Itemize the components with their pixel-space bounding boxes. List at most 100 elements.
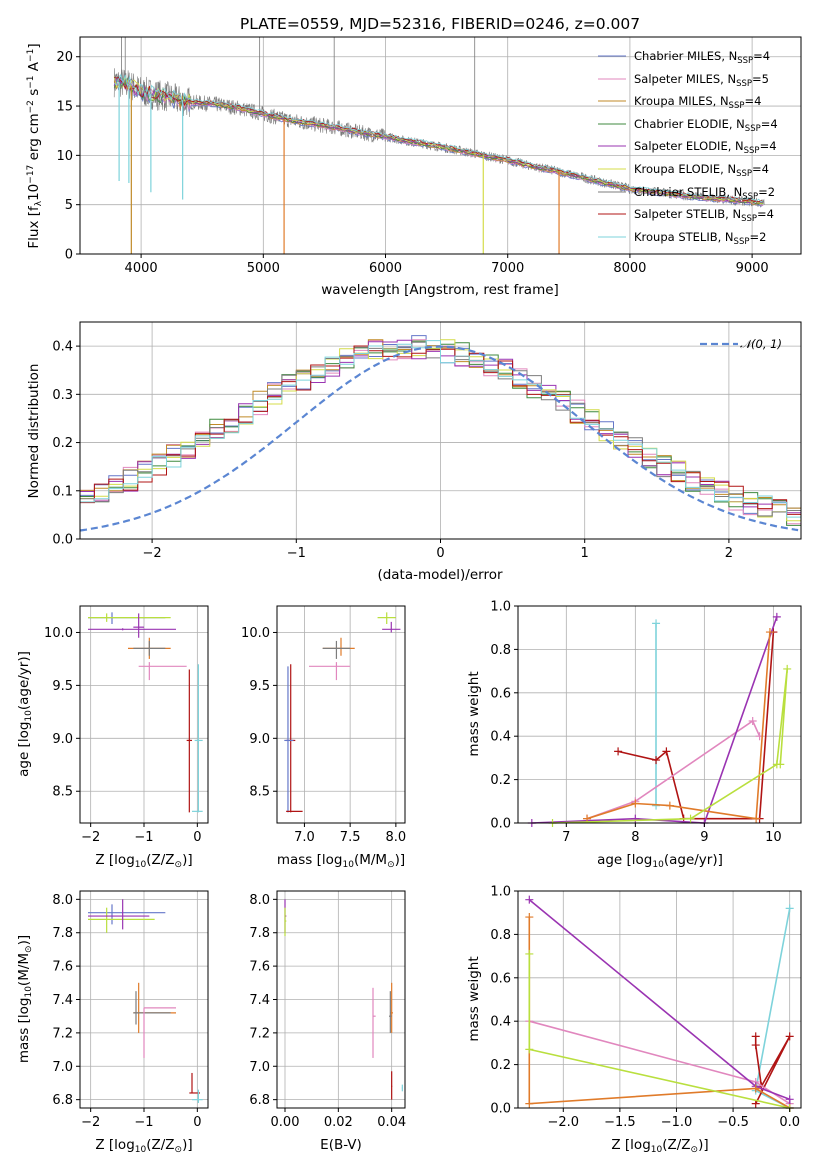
weight-metallicity-panel: −2.0 −1.5 −1.0 −0.5 0.0 0.0 0.2 0.4 0.6 0.8 1.0 Z … bbox=[466, 885, 802, 1155]
legend-entry: Chabrier ELODIE, NSSP=4 bbox=[598, 117, 778, 134]
y-tick-label: 10.0 bbox=[241, 626, 270, 641]
y-tick-label: 7.2 bbox=[249, 1026, 270, 1041]
x-tick-label: 8.0 bbox=[386, 830, 407, 845]
spectrum-x-axis-label: wavelength [Angstrom, rest frame] bbox=[321, 282, 559, 298]
residual-y-axis-label: Normed distribution bbox=[26, 364, 42, 499]
extinction-x-label: E(B-V) bbox=[320, 1137, 362, 1153]
y-tick-label: 1.0 bbox=[490, 885, 511, 900]
x-tick-label: 8 bbox=[631, 830, 639, 845]
legend-entry: Salpeter ELODIE, NSSP=4 bbox=[598, 139, 777, 156]
y-tick-label: 0.6 bbox=[490, 686, 511, 701]
y-tick-label: 0.8 bbox=[490, 643, 511, 658]
age-mass-x-label: mass [log10(M/M⊙)] bbox=[277, 852, 405, 870]
weight-marker bbox=[652, 619, 661, 628]
spectrum-plot-frame bbox=[79, 36, 802, 255]
x-tick-label: 0.00 bbox=[271, 1115, 300, 1130]
residual-panel: −2 −1 0 1 2 0.0 0.1 0.2 0.3 0.4 (data-model)/erro… bbox=[26, 321, 802, 583]
weight-marker bbox=[785, 904, 794, 913]
x-tick-label: −2 bbox=[81, 1115, 100, 1130]
legend-entry: Kroupa ELODIE, NSSP=4 bbox=[598, 162, 769, 179]
weight-marker bbox=[785, 1032, 794, 1041]
y-tick-label: 7.0 bbox=[249, 1060, 270, 1075]
x-tick-label: −2.0 bbox=[547, 1115, 579, 1130]
normal-curve bbox=[79, 345, 799, 532]
legend-entry: Salpeter MILES, NSSP=5 bbox=[598, 72, 769, 89]
x-tick-label: 1 bbox=[581, 546, 589, 561]
y-tick-label: 0.4 bbox=[490, 1015, 511, 1030]
y-tick-label: 0.2 bbox=[52, 436, 73, 451]
y-tick-label: 0.0 bbox=[52, 533, 73, 548]
y-tick-label: 0.3 bbox=[52, 388, 73, 403]
x-tick-label: 9 bbox=[700, 830, 708, 845]
y-tick-label: 8.5 bbox=[249, 785, 270, 800]
y-tick-label: 7.8 bbox=[249, 926, 270, 941]
weight-track bbox=[552, 668, 788, 824]
weight-marker bbox=[614, 747, 623, 756]
legend-entry: Kroupa MILES, NSSP=4 bbox=[598, 94, 761, 111]
weight-track bbox=[586, 631, 771, 820]
weight-marker bbox=[525, 1099, 534, 1108]
y-tick-label: 0.0 bbox=[490, 817, 511, 832]
x-tick-label: −1.0 bbox=[661, 1115, 693, 1130]
spectrum-title: PLATE=0559, MJD=52316, FIBERID=0246, z=0… bbox=[240, 15, 640, 33]
model-spectrum bbox=[114, 77, 764, 203]
weight-track bbox=[586, 719, 761, 820]
weight-marker bbox=[748, 717, 757, 726]
x-tick-label: −1 bbox=[134, 830, 153, 845]
y-tick-label: 0 bbox=[65, 248, 73, 263]
x-tick-label: 7.0 bbox=[294, 830, 315, 845]
weight-track bbox=[531, 616, 778, 824]
svg-text:Kroupa STELIB, NSSP=2: Kroupa STELIB, NSSP=2 bbox=[634, 230, 766, 247]
x-tick-label: −1 bbox=[287, 546, 306, 561]
y-tick-label: 0.6 bbox=[490, 971, 511, 986]
y-tick-label: 0.2 bbox=[490, 773, 511, 788]
normal-legend-label: 𝒩(0, 1) bbox=[740, 337, 782, 351]
legend-entry: Chabrier MILES, NSSP=4 bbox=[598, 49, 770, 66]
svg-text:Salpeter MILES, NSSP=5: Salpeter MILES, NSSP=5 bbox=[634, 72, 769, 89]
weight-marker bbox=[772, 612, 781, 621]
weight-marker bbox=[785, 1095, 794, 1104]
x-tick-label: 10 bbox=[765, 830, 782, 845]
y-tick-label: 20 bbox=[56, 50, 73, 65]
x-tick-label: −1 bbox=[134, 1115, 153, 1130]
svg-text:Kroupa MILES, NSSP=4: Kroupa MILES, NSSP=4 bbox=[634, 94, 761, 111]
y-tick-label: 7.4 bbox=[52, 993, 73, 1008]
y-tick-label: 1.0 bbox=[490, 600, 511, 615]
y-tick-label: 8.5 bbox=[52, 785, 73, 800]
x-tick-label: 5000 bbox=[247, 261, 280, 276]
residual-x-axis-label: (data-model)/error bbox=[377, 567, 503, 583]
y-tick-label: 7.4 bbox=[249, 993, 270, 1008]
y-tick-label: 0.4 bbox=[490, 730, 511, 745]
x-tick-label: 4000 bbox=[125, 261, 158, 276]
x-tick-label: 2 bbox=[725, 546, 733, 561]
age-y-label: age [log10(age/yr)] bbox=[16, 651, 34, 777]
y-tick-label: 15 bbox=[56, 100, 73, 115]
y-tick-label: 6.8 bbox=[52, 1093, 73, 1108]
legend-entry: Salpeter STELIB, NSSP=4 bbox=[598, 207, 774, 224]
y-tick-label: 0.8 bbox=[490, 928, 511, 943]
observed-spectrum bbox=[113, 68, 765, 208]
svg-text:Salpeter STELIB, NSSP=4: Salpeter STELIB, NSSP=4 bbox=[634, 207, 774, 224]
weight-metallicity-y-label: mass weight bbox=[466, 956, 482, 1041]
svg-text:Chabrier STELIB, NSSP=2: Chabrier STELIB, NSSP=2 bbox=[634, 185, 775, 202]
mass-extinction-panel: 0.00 0.02 0.04 6.8 7.0 7.2 7.4 7.6 7.8 8.0 E(B-V) bbox=[249, 890, 406, 1153]
y-tick-label: 0.4 bbox=[52, 340, 73, 355]
y-tick-label: 8.0 bbox=[52, 893, 73, 908]
weight-marker bbox=[752, 814, 761, 823]
legend-entry: Chabrier STELIB, NSSP=2 bbox=[598, 185, 775, 202]
age-metallicity-panel: −2 −1 0 8.5 9.0 9.5 10.0 Z [log10(Z/Z⊙)] age [… bbox=[16, 605, 209, 870]
weight-marker bbox=[631, 814, 640, 823]
y-tick-label: 7.8 bbox=[52, 926, 73, 941]
mass-y-label: mass [log10(M/M⊙)] bbox=[16, 935, 34, 1063]
svg-text:Salpeter ELODIE, NSSP=4: Salpeter ELODIE, NSSP=4 bbox=[634, 139, 777, 156]
y-tick-label: 7.2 bbox=[52, 1026, 73, 1041]
residual-legend: 𝒩(0, 1) bbox=[700, 337, 782, 351]
x-tick-label: 0.02 bbox=[324, 1115, 353, 1130]
x-tick-label: 7.5 bbox=[340, 830, 361, 845]
weight-marker bbox=[631, 799, 640, 808]
x-tick-label: −2 bbox=[143, 546, 162, 561]
weight-marker bbox=[662, 747, 671, 756]
x-tick-label: 0.04 bbox=[377, 1115, 406, 1130]
y-tick-label: 9.0 bbox=[249, 732, 270, 747]
y-tick-label: 10 bbox=[56, 149, 73, 164]
